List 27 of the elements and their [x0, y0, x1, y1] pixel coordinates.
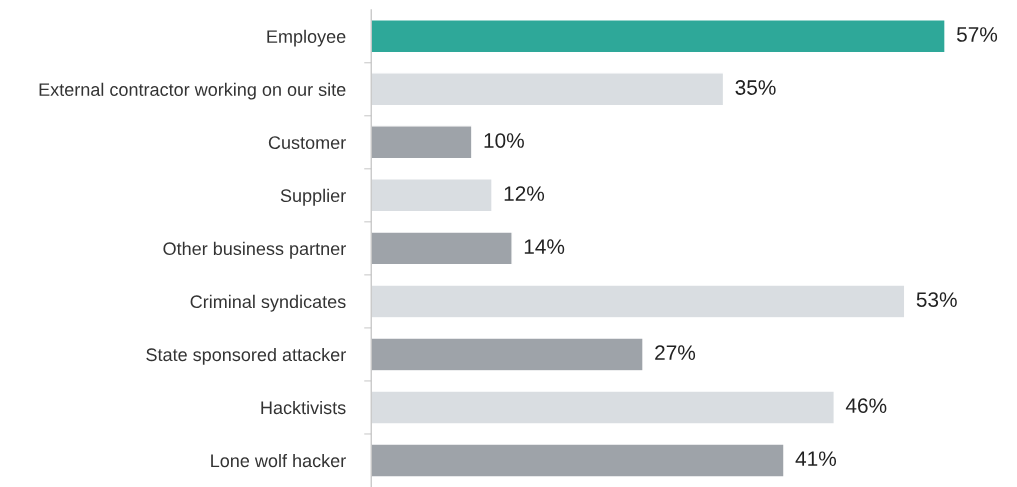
- y-tick-label: Hacktivists: [261, 400, 346, 415]
- y-tick-label: State sponsored attacker: [146, 347, 346, 365]
- bar: [371, 19, 946, 54]
- y-tick-label: Other business partner: [163, 241, 346, 259]
- bar: [371, 178, 493, 213]
- data-label: 14%: [524, 239, 565, 254]
- data-label: 35%: [735, 80, 776, 95]
- y-tick-label: External contractor working on our site: [39, 82, 346, 100]
- bar: [371, 72, 725, 107]
- y-tick-label: Employee: [267, 29, 346, 47]
- data-label: 41%: [795, 451, 837, 466]
- bar: [371, 231, 513, 266]
- y-tick-label: Criminal syndicates: [190, 294, 346, 312]
- data-label: 53%: [916, 292, 957, 307]
- data-label: 27%: [655, 345, 696, 360]
- bar: [371, 125, 473, 160]
- bar: [371, 337, 644, 372]
- y-tick-label: Supplier: [280, 188, 346, 206]
- y-tick-label: Customer: [268, 136, 346, 150]
- data-label: 12%: [504, 186, 545, 201]
- data-label: 46%: [845, 398, 887, 414]
- data-label: 57%: [956, 27, 998, 42]
- data-label: 10%: [484, 133, 524, 148]
- bar: [371, 390, 835, 425]
- bar: [371, 443, 785, 478]
- y-tick-label: Lone wolf hacker: [211, 453, 346, 468]
- bar: [371, 284, 906, 319]
